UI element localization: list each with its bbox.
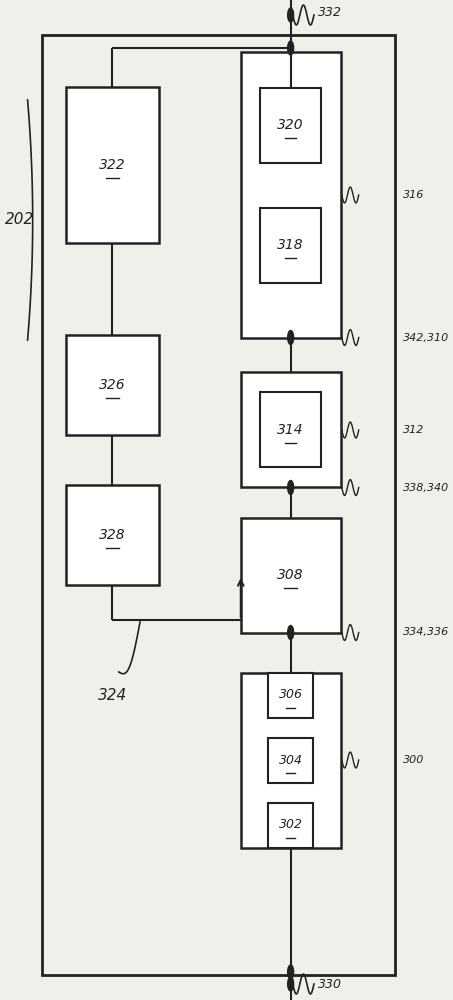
Text: 338,340: 338,340 [403,483,449,492]
Text: 328: 328 [99,528,126,542]
Circle shape [288,330,294,344]
Text: 326: 326 [99,378,126,392]
Text: 342,310: 342,310 [403,332,449,342]
Text: 312: 312 [403,425,424,435]
Bar [66,88,159,242]
Text: 330: 330 [318,978,342,990]
Text: 320: 320 [277,118,304,132]
Text: 332: 332 [318,5,342,18]
Text: 324: 324 [98,688,127,702]
Text: 314: 314 [277,423,304,437]
Bar [241,518,341,632]
Text: 304: 304 [279,754,303,766]
Text: 318: 318 [277,238,304,252]
Bar [268,672,313,717]
Circle shape [288,8,294,22]
Bar [268,738,313,782]
Circle shape [288,977,294,991]
Text: 334,336: 334,336 [403,628,449,638]
Bar [268,802,313,847]
Text: 202: 202 [5,213,34,228]
Bar [43,35,395,975]
Text: 306: 306 [279,688,303,702]
Bar [241,672,341,848]
Text: 300: 300 [403,755,424,765]
Circle shape [288,41,294,55]
Bar [241,372,341,487]
Bar [260,208,322,282]
Text: 308: 308 [277,568,304,582]
Bar [66,485,159,585]
Text: 316: 316 [403,190,424,200]
Text: 302: 302 [279,818,303,831]
Bar [66,335,159,435]
Circle shape [288,626,294,640]
Circle shape [288,965,294,979]
Bar [241,52,341,338]
Bar [260,88,322,162]
Bar [260,392,322,467]
Text: 322: 322 [99,158,126,172]
Circle shape [288,481,294,494]
